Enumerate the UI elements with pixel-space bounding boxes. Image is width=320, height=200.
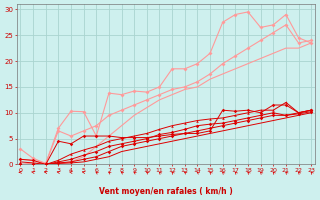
X-axis label: Vent moyen/en rafales ( km/h ): Vent moyen/en rafales ( km/h ) — [99, 187, 233, 196]
